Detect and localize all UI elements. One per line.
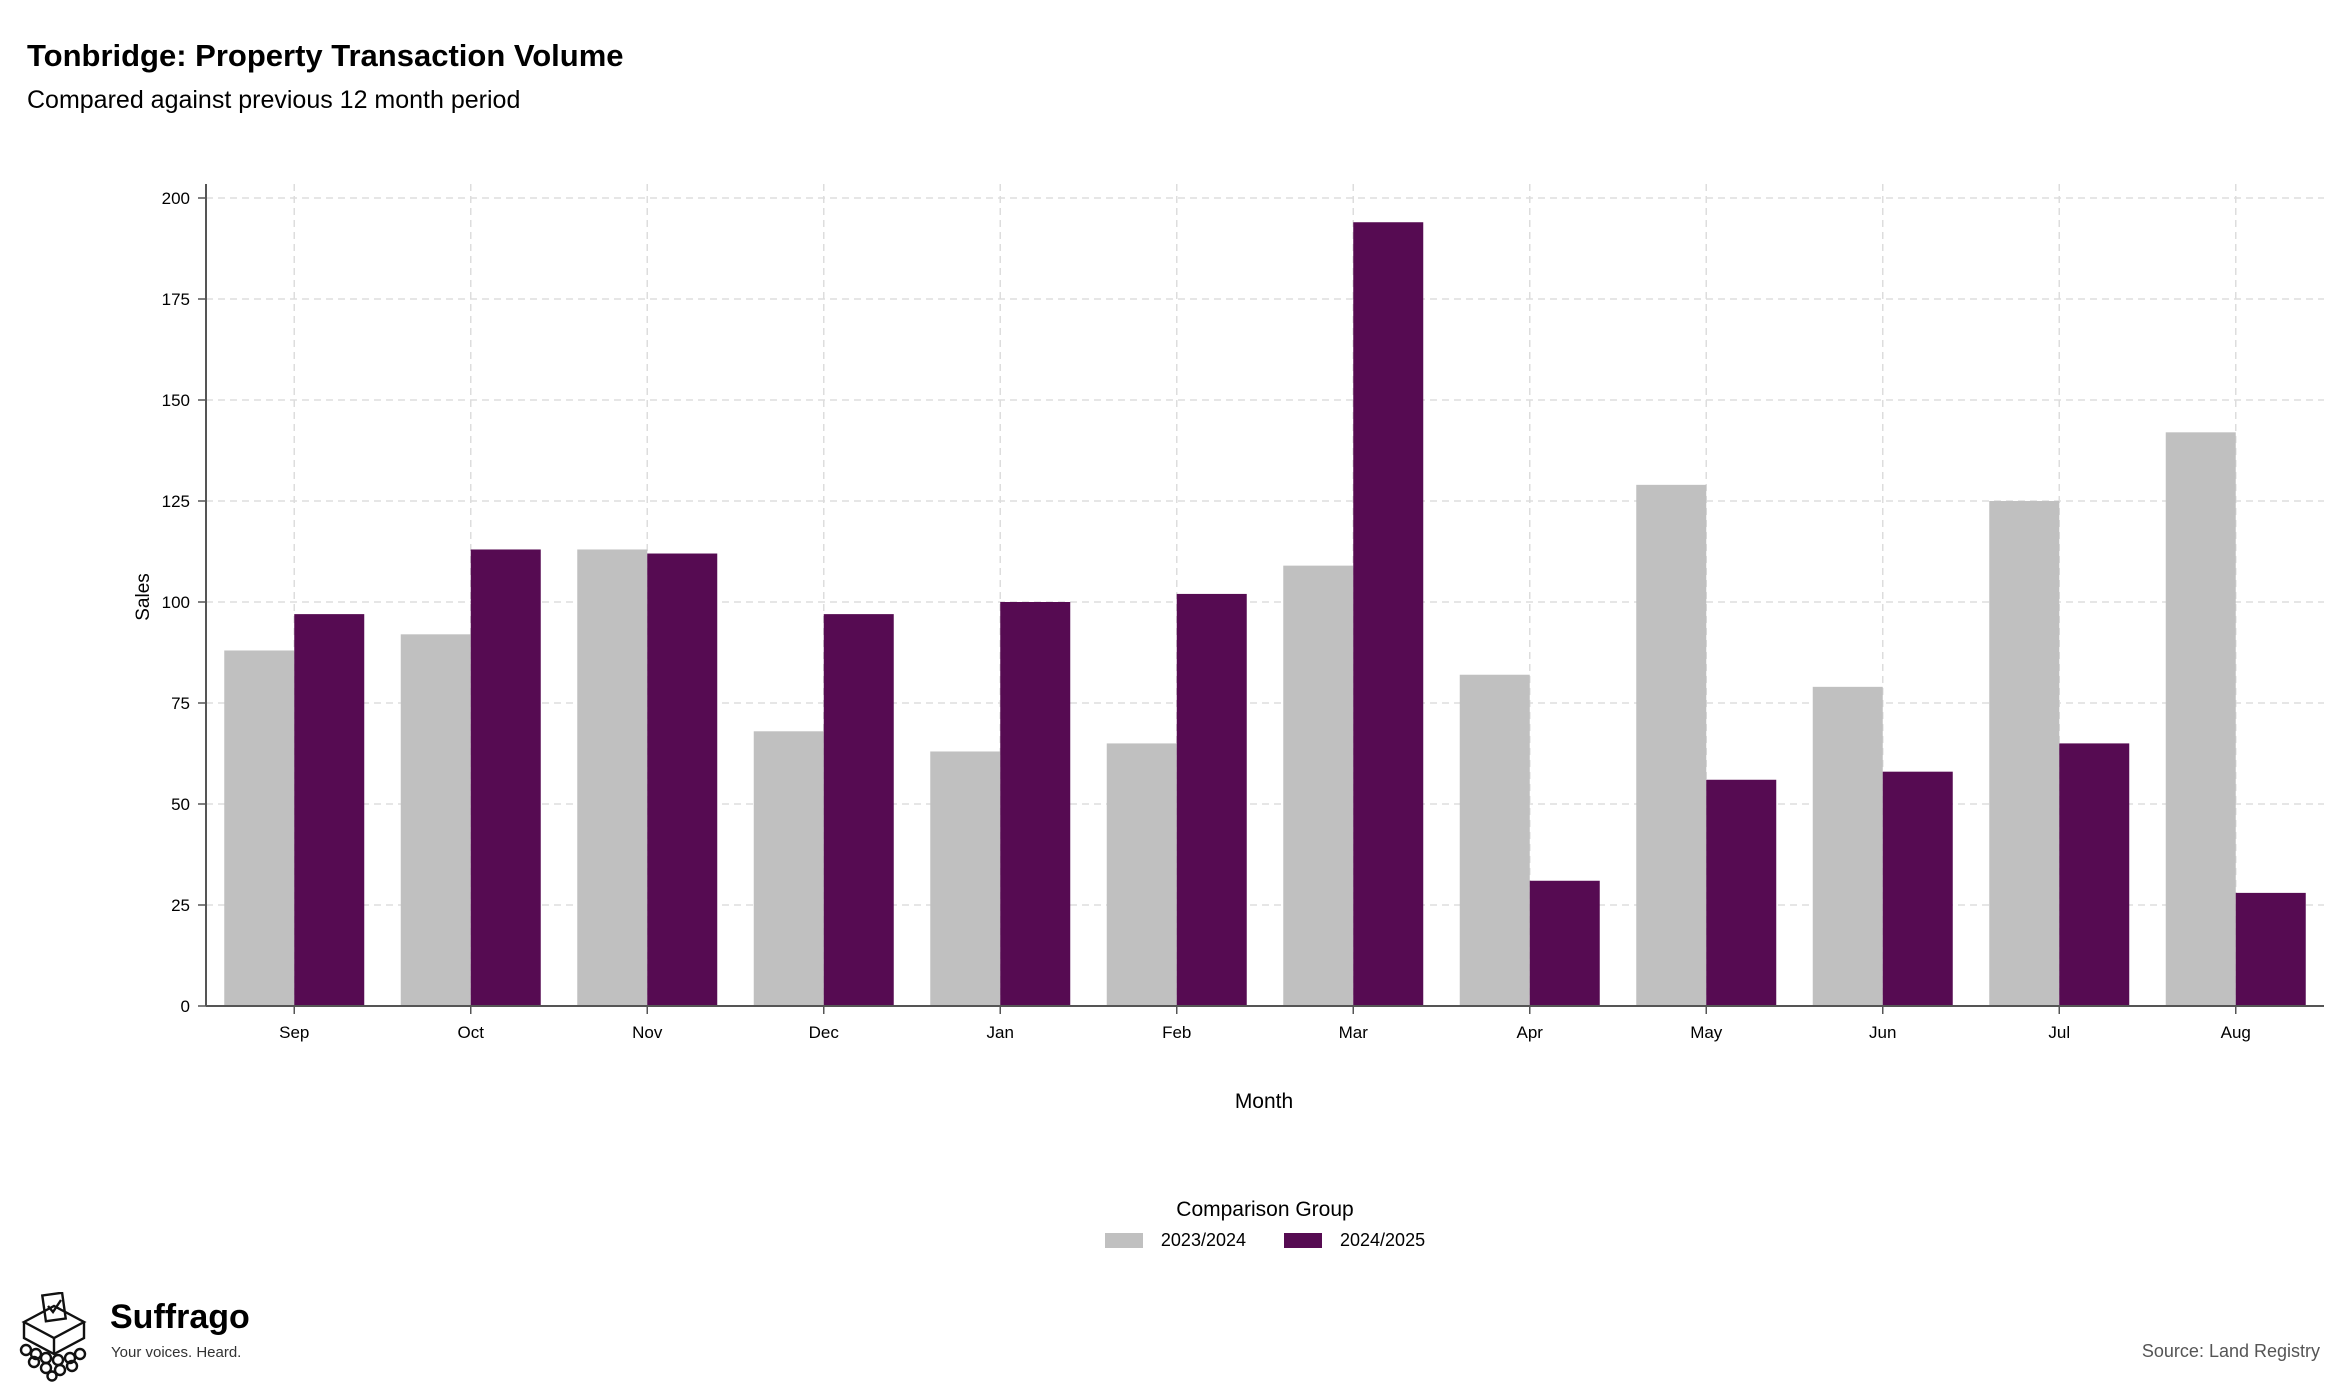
legend-swatch-2023-2024 [1104, 1233, 1143, 1248]
x-tick-label: Jul [2048, 1023, 2070, 1042]
bar-2023-2024-dec [753, 731, 824, 1006]
bar-2023-2024-sep [224, 650, 295, 1006]
y-axis-label: Sales [133, 573, 154, 621]
brand-name: Suffrago [110, 1298, 250, 1336]
y-tick-label: 100 [162, 593, 190, 612]
x-tick-label: Dec [809, 1023, 840, 1042]
source-note: Source: Land Registry [2141, 1341, 2320, 1361]
x-tick-label: Jan [987, 1023, 1014, 1042]
legend-item-2024-2025: 2024/2025 [1284, 1230, 1425, 1251]
bar-2024-2025-jan [1000, 602, 1071, 1006]
x-tick-label: Oct [458, 1023, 485, 1042]
brand-tagline: Your voices. Heard. [111, 1344, 242, 1361]
y-tick-label: 25 [171, 896, 190, 915]
bar-2024-2025-oct [470, 549, 541, 1006]
bar-2023-2024-jun [1812, 686, 1883, 1006]
bar-2023-2024-apr [1459, 674, 1530, 1006]
bar-2023-2024-mar [1283, 565, 1354, 1006]
bar-2024-2025-apr [1529, 880, 1600, 1006]
y-tick-label: 175 [162, 290, 190, 309]
x-tick-label: Mar [1339, 1023, 1369, 1042]
x-tick-label: Aug [2221, 1023, 2251, 1042]
y-tick-label: 75 [171, 694, 190, 713]
bar-2023-2024-jul [1989, 501, 2060, 1006]
chart-title: Tonbridge: Property Transaction Volume [27, 38, 624, 73]
x-tick-label: May [1690, 1023, 1723, 1042]
y-tick-label: 50 [171, 795, 190, 814]
bar-chart: 0 25 50 75 100 125 150 175 200 Sep Oct Nov Dec Jan Feb… [133, 184, 2324, 1113]
x-tick-label: Jun [1869, 1023, 1896, 1042]
x-axis-label: Month [1235, 1090, 1293, 1113]
x-tick-label: Sep [279, 1023, 309, 1042]
x-tick-label: Feb [1162, 1023, 1191, 1042]
y-tick-label: 200 [162, 189, 190, 208]
legend-item-2023-2024: 2023/2024 [1104, 1230, 1246, 1251]
bars [224, 222, 2306, 1007]
bar-2023-2024-aug [2165, 432, 2236, 1006]
y-tick-label: 0 [181, 997, 190, 1016]
legend: Comparison Group 2023/2024 2024/2025 [1090, 1198, 1440, 1251]
bar-2024-2025-dec [823, 614, 894, 1006]
y-tick-label: 150 [162, 391, 190, 410]
bar-2023-2024-may [1636, 484, 1707, 1007]
bar-2023-2024-feb [1106, 743, 1177, 1006]
legend-swatch-2024-2025 [1284, 1233, 1322, 1248]
bar-2024-2025-jul [2059, 743, 2130, 1006]
x-tick-label: Nov [632, 1023, 663, 1042]
x-tick-label: Apr [1517, 1023, 1544, 1042]
bar-2024-2025-feb [1176, 593, 1247, 1006]
bar-2024-2025-mar [1353, 222, 1424, 1007]
bar-2024-2025-jun [1882, 771, 1953, 1006]
legend-items: 2023/2024 2024/2025 [1090, 1230, 1440, 1251]
bar-2024-2025-nov [647, 553, 718, 1006]
bar-2024-2025-may [1706, 779, 1777, 1006]
chart-subtitle: Compared against previous 12 month perio… [27, 86, 521, 114]
ballot-box-logo-icon [19, 1292, 87, 1382]
bar-2024-2025-sep [294, 614, 365, 1006]
y-tick-label: 125 [162, 492, 190, 511]
bar-2023-2024-jan [930, 751, 1001, 1006]
bar-2023-2024-nov [577, 549, 648, 1006]
bar-2024-2025-aug [2235, 892, 2306, 1006]
legend-label-2024-2025: 2024/2025 [1340, 1230, 1426, 1250]
axes: 0 25 50 75 100 125 150 175 200 Sep Oct Nov Dec Jan Feb… [162, 184, 2324, 1042]
bar-2023-2024-oct [400, 634, 471, 1006]
legend-label-2023-2024: 2023/2024 [1160, 1230, 1246, 1250]
legend-title: Comparison Group [1176, 1198, 1354, 1221]
